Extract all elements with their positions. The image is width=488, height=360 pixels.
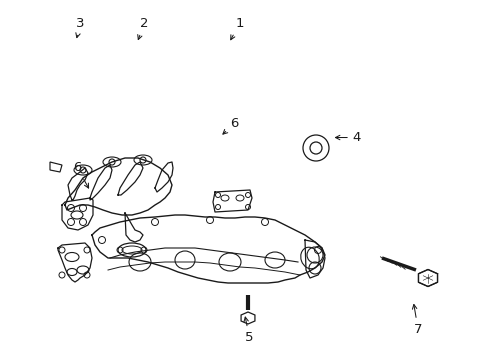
Polygon shape — [241, 312, 254, 324]
Polygon shape — [50, 162, 62, 172]
Polygon shape — [418, 270, 437, 287]
Text: 2: 2 — [138, 17, 148, 40]
Text: 1: 1 — [230, 17, 244, 40]
Text: 6: 6 — [73, 161, 88, 188]
Text: 4: 4 — [335, 131, 361, 144]
Text: 3: 3 — [76, 17, 85, 37]
Text: 5: 5 — [244, 317, 253, 344]
Text: 7: 7 — [411, 305, 422, 336]
Text: 6: 6 — [223, 117, 239, 134]
